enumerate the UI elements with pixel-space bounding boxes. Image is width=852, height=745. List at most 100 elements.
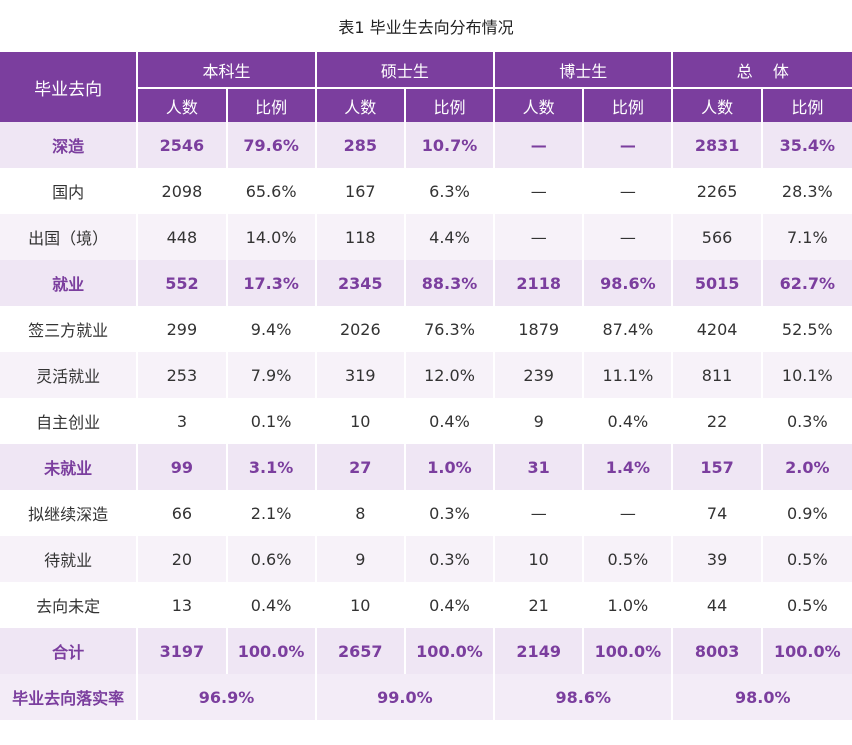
- count-cell: 27: [316, 444, 406, 490]
- count-cell: 10: [316, 582, 406, 628]
- header-ratio: 比例: [405, 89, 496, 122]
- count-cell: 2098: [138, 168, 228, 214]
- ratio-cell: 0.6%: [227, 536, 317, 582]
- count-cell: 2657: [316, 628, 406, 674]
- count-cell: 552: [138, 260, 228, 306]
- count-cell: 74: [673, 490, 763, 536]
- table-title: 表1 毕业生去向分布情况: [338, 18, 514, 37]
- rate-cell: 98.0%: [673, 674, 852, 720]
- ratio-cell: 28.3%: [762, 168, 852, 214]
- count-cell: 10: [495, 536, 585, 582]
- placement-rate-row: 毕业去向落实率 96.9% 99.0% 98.6% 98.0%: [0, 674, 852, 720]
- ratio-cell: 9.4%: [227, 306, 317, 352]
- row-label: 未就业: [0, 444, 139, 490]
- ratio-cell: —: [584, 214, 674, 260]
- ratio-cell: 0.1%: [227, 398, 317, 444]
- count-cell: 2118: [495, 260, 585, 306]
- category-row: 未就业 99 3.1% 27 1.0% 31 1.4% 157 2.0%: [0, 444, 852, 490]
- table-row: 拟继续深造 66 2.1% 8 0.3% — —74 0.9%: [0, 490, 852, 536]
- ratio-cell: 0.5%: [584, 536, 674, 582]
- ratio-cell: 0.4%: [405, 582, 496, 628]
- count-cell: —: [495, 490, 585, 536]
- header-master: 硕士生: [316, 52, 496, 89]
- row-label: 去向未定: [0, 582, 139, 628]
- ratio-cell: 79.6%: [227, 122, 317, 168]
- header-count: 人数: [673, 89, 763, 122]
- count-cell: 2345: [316, 260, 406, 306]
- ratio-cell: 7.9%: [227, 352, 317, 398]
- header-ratio: 比例: [762, 89, 852, 122]
- count-cell: 2149: [495, 628, 585, 674]
- ratio-cell: 0.5%: [762, 582, 852, 628]
- count-cell: 22: [673, 398, 763, 444]
- header-undergrad: 本科生: [138, 52, 317, 89]
- header-count: 人数: [138, 89, 228, 122]
- ratio-cell: 3.1%: [227, 444, 317, 490]
- rate-cell: 96.9%: [138, 674, 317, 720]
- rate-label: 毕业去向落实率: [0, 674, 139, 720]
- ratio-cell: 17.3%: [227, 260, 317, 306]
- ratio-cell: 7.1%: [762, 214, 852, 260]
- row-label: 深造: [0, 122, 139, 168]
- ratio-cell: 6.3%: [405, 168, 496, 214]
- count-cell: 118: [316, 214, 406, 260]
- header-total: 总 体: [673, 52, 852, 89]
- count-cell: 285: [316, 122, 406, 168]
- count-cell: 319: [316, 352, 406, 398]
- count-cell: —: [495, 122, 585, 168]
- count-cell: 2265: [673, 168, 763, 214]
- ratio-cell: 52.5%: [762, 306, 852, 352]
- category-row: 合计 3197 100.0% 2657 100.0% 2149 100.0% 8003 100.…: [0, 628, 852, 674]
- header-row-label: 毕业去向: [0, 52, 139, 122]
- ratio-cell: 0.5%: [762, 536, 852, 582]
- ratio-cell: 0.9%: [762, 490, 852, 536]
- header-doctor: 博士生: [495, 52, 674, 89]
- count-cell: 2831: [673, 122, 763, 168]
- row-label: 待就业: [0, 536, 139, 582]
- ratio-cell: 1.4%: [584, 444, 674, 490]
- category-row: 深造 2546 79.6% 285 10.7% — —2831 35.4%: [0, 122, 852, 168]
- ratio-cell: 100.0%: [584, 628, 674, 674]
- graduate-destination-table: 毕业去向 本科生 硕士生 博士生 总 体 人数 比例 人数 比例 人数 比例 人…: [0, 52, 852, 720]
- count-cell: 20: [138, 536, 228, 582]
- ratio-cell: 2.1%: [227, 490, 317, 536]
- ratio-cell: 10.1%: [762, 352, 852, 398]
- count-cell: —: [495, 214, 585, 260]
- table-row: 去向未定 13 0.4% 10 0.4% 21 1.0% 44 0.5%: [0, 582, 852, 628]
- ratio-cell: 4.4%: [405, 214, 496, 260]
- ratio-cell: 1.0%: [405, 444, 496, 490]
- count-cell: 8003: [673, 628, 763, 674]
- row-label: 灵活就业: [0, 352, 139, 398]
- ratio-cell: 100.0%: [762, 628, 852, 674]
- table-row: 灵活就业 253 7.9% 319 12.0% 239 11.1% 811 10.1%: [0, 352, 852, 398]
- header-ratio: 比例: [227, 89, 317, 122]
- ratio-cell: —: [584, 490, 674, 536]
- row-label: 就业: [0, 260, 139, 306]
- count-cell: 4204: [673, 306, 763, 352]
- ratio-cell: 14.0%: [227, 214, 317, 260]
- header-count: 人数: [316, 89, 406, 122]
- count-cell: 66: [138, 490, 228, 536]
- ratio-cell: 62.7%: [762, 260, 852, 306]
- count-cell: 239: [495, 352, 585, 398]
- header-ratio: 比例: [584, 89, 674, 122]
- count-cell: 1879: [495, 306, 585, 352]
- count-cell: 2026: [316, 306, 406, 352]
- row-label: 拟继续深造: [0, 490, 139, 536]
- ratio-cell: 2.0%: [762, 444, 852, 490]
- count-cell: 448: [138, 214, 228, 260]
- table-row: 出国（境） 448 14.0% 118 4.4% — —566 7.1%: [0, 214, 852, 260]
- ratio-cell: 100.0%: [227, 628, 317, 674]
- table-row: 待就业 20 0.6% 9 0.3% 10 0.5% 39 0.5%: [0, 536, 852, 582]
- count-cell: 39: [673, 536, 763, 582]
- ratio-cell: 0.4%: [405, 398, 496, 444]
- count-cell: —: [495, 168, 585, 214]
- ratio-cell: 0.3%: [762, 398, 852, 444]
- row-label: 出国（境）: [0, 214, 139, 260]
- count-cell: 5015: [673, 260, 763, 306]
- header-count: 人数: [495, 89, 585, 122]
- ratio-cell: 11.1%: [584, 352, 674, 398]
- ratio-cell: 87.4%: [584, 306, 674, 352]
- ratio-cell: 100.0%: [405, 628, 496, 674]
- count-cell: 10: [316, 398, 406, 444]
